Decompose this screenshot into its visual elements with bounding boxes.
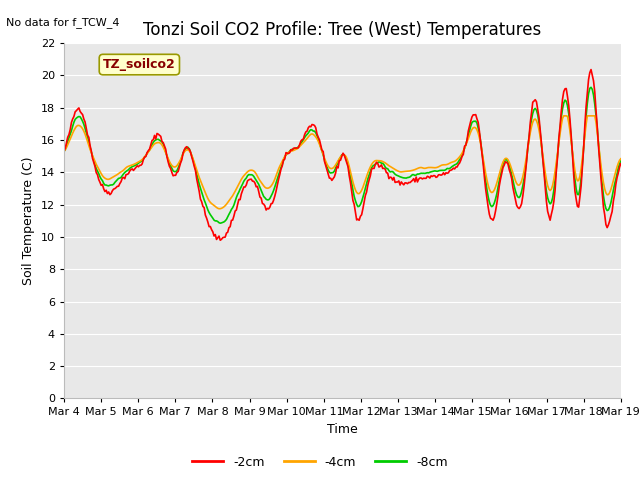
Text: TZ_soilco2: TZ_soilco2 [103,58,176,71]
Y-axis label: Soil Temperature (C): Soil Temperature (C) [22,156,35,285]
-4cm [560,113,568,119]
-2cm [465,128,472,134]
Line: -8cm: -8cm [64,87,621,223]
-2cm [153,131,161,136]
-8cm [60,149,68,155]
-2cm [122,172,130,178]
Line: -2cm: -2cm [64,70,621,240]
-8cm [153,137,161,143]
-4cm [617,156,625,162]
-4cm [596,152,604,158]
-8cm [122,168,130,174]
-8cm [596,156,604,161]
Legend: -2cm, -4cm, -8cm: -2cm, -4cm, -8cm [187,451,453,474]
Title: Tonzi Soil CO2 Profile: Tree (West) Temperatures: Tonzi Soil CO2 Profile: Tree (West) Temp… [143,21,541,39]
-8cm [587,84,595,90]
-4cm [465,136,472,142]
-8cm [216,220,224,226]
-2cm [60,149,68,155]
-8cm [465,132,472,138]
-2cm [587,67,595,72]
-2cm [617,161,625,167]
Line: -4cm: -4cm [64,116,621,209]
-8cm [617,158,625,164]
-4cm [375,158,383,164]
-4cm [215,206,223,212]
-2cm [216,237,224,243]
-2cm [611,192,618,197]
-2cm [596,159,604,165]
Text: No data for f_TCW_4: No data for f_TCW_4 [6,17,120,28]
X-axis label: Time: Time [327,423,358,436]
-4cm [611,173,618,179]
-4cm [153,140,161,145]
-2cm [375,164,383,170]
-4cm [122,165,130,171]
-4cm [60,148,68,154]
-8cm [611,181,618,187]
-8cm [375,159,383,165]
